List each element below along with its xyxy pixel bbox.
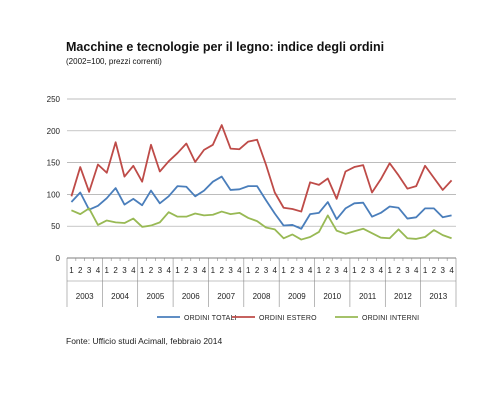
x-tick-label-quarter: 4 [166,266,171,275]
x-tick-label-quarter: 3 [193,266,198,275]
x-tick-label-quarter: 3 [405,266,410,275]
x-tick-label-quarter: 4 [273,266,278,275]
x-tick-label-year-2010: 2010 [323,292,341,301]
series-line-ordini-estero [70,124,453,213]
y-tick-label-50: 50 [51,222,60,231]
chart-title: Macchine e tecnologie per il legno: indi… [66,40,385,54]
x-tick-label-quarter: 3 [334,266,339,275]
series-line-ordini-totali [70,175,452,230]
x-tick-label-quarter: 1 [105,266,110,275]
x-tick-label-quarter: 2 [326,266,331,275]
x-tick-label-quarter: 2 [149,266,154,275]
x-tick-label-quarter: 3 [228,266,233,275]
x-tick-label-quarter: 1 [246,266,251,275]
x-tick-label-quarter: 1 [69,266,74,275]
x-tick-label-quarter: 4 [449,266,454,275]
series-line-ordini-interni [71,207,452,241]
legend-label-ordini-totali: ORDINI TOTALI [184,315,237,322]
x-tick-label-quarter: 1 [317,266,322,275]
x-tick-label-quarter: 2 [432,266,437,275]
y-tick-label-200: 200 [47,127,61,136]
y-tick-label-250: 250 [47,95,61,104]
x-tick-label-quarter: 2 [219,266,224,275]
x-tick-label-quarter: 3 [122,266,127,275]
legend-label-ordini-interni: ORDINI INTERNI [362,315,419,322]
x-tick-label-quarter: 1 [281,266,286,275]
x-tick-label-quarter: 4 [96,266,101,275]
x-tick-label-year-2012: 2012 [394,292,412,301]
x-tick-label-quarter: 2 [290,266,295,275]
source-note: Fonte: Ufficio studi Acimall, febbraio 2… [66,336,223,346]
legend-label-ordini-estero: ORDINI ESTERO [259,315,317,322]
x-tick-label-quarter: 1 [387,266,392,275]
x-tick-label-year-2003: 2003 [76,292,94,301]
x-tick-label-quarter: 4 [343,266,348,275]
x-tick-label-quarter: 4 [202,266,207,275]
x-tick-label-quarter: 1 [140,266,145,275]
x-tick-label-quarter: 3 [158,266,163,275]
x-tick-label-quarter: 3 [299,266,304,275]
x-tick-label-quarter: 4 [237,266,242,275]
y-tick-label-0: 0 [56,254,61,263]
x-tick-label-quarter: 3 [87,266,92,275]
x-tick-label-year-2004: 2004 [111,292,129,301]
x-tick-label-quarter: 4 [308,266,313,275]
x-tick-label-quarter: 1 [211,266,216,275]
x-tick-label-quarter: 1 [175,266,180,275]
x-tick-label-quarter: 2 [396,266,401,275]
x-tick-label-quarter: 3 [441,266,446,275]
x-tick-label-year-2005: 2005 [147,292,165,301]
y-tick-label-150: 150 [47,159,61,168]
y-tick-label-100: 100 [47,190,61,199]
x-tick-label-quarter: 2 [78,266,83,275]
chart-subtitle: (2002=100, prezzi correnti) [66,57,162,66]
x-tick-label-quarter: 3 [264,266,269,275]
x-tick-label-year-2008: 2008 [253,292,271,301]
x-tick-label-quarter: 2 [113,266,118,275]
x-tick-label-quarter: 2 [184,266,189,275]
x-tick-label-quarter: 4 [131,266,136,275]
x-tick-label-year-2009: 2009 [288,292,306,301]
x-tick-label-quarter: 1 [423,266,428,275]
x-tick-label-year-2007: 2007 [217,292,235,301]
x-tick-label-quarter: 4 [379,266,384,275]
x-tick-label-quarter: 3 [370,266,375,275]
x-tick-label-quarter: 4 [414,266,419,275]
x-tick-label-quarter: 2 [255,266,260,275]
x-tick-label-year-2006: 2006 [182,292,200,301]
x-tick-label-year-2013: 2013 [429,292,447,301]
x-tick-label-quarter: 1 [352,266,357,275]
x-tick-label-quarter: 2 [361,266,366,275]
x-tick-label-year-2011: 2011 [359,292,377,301]
